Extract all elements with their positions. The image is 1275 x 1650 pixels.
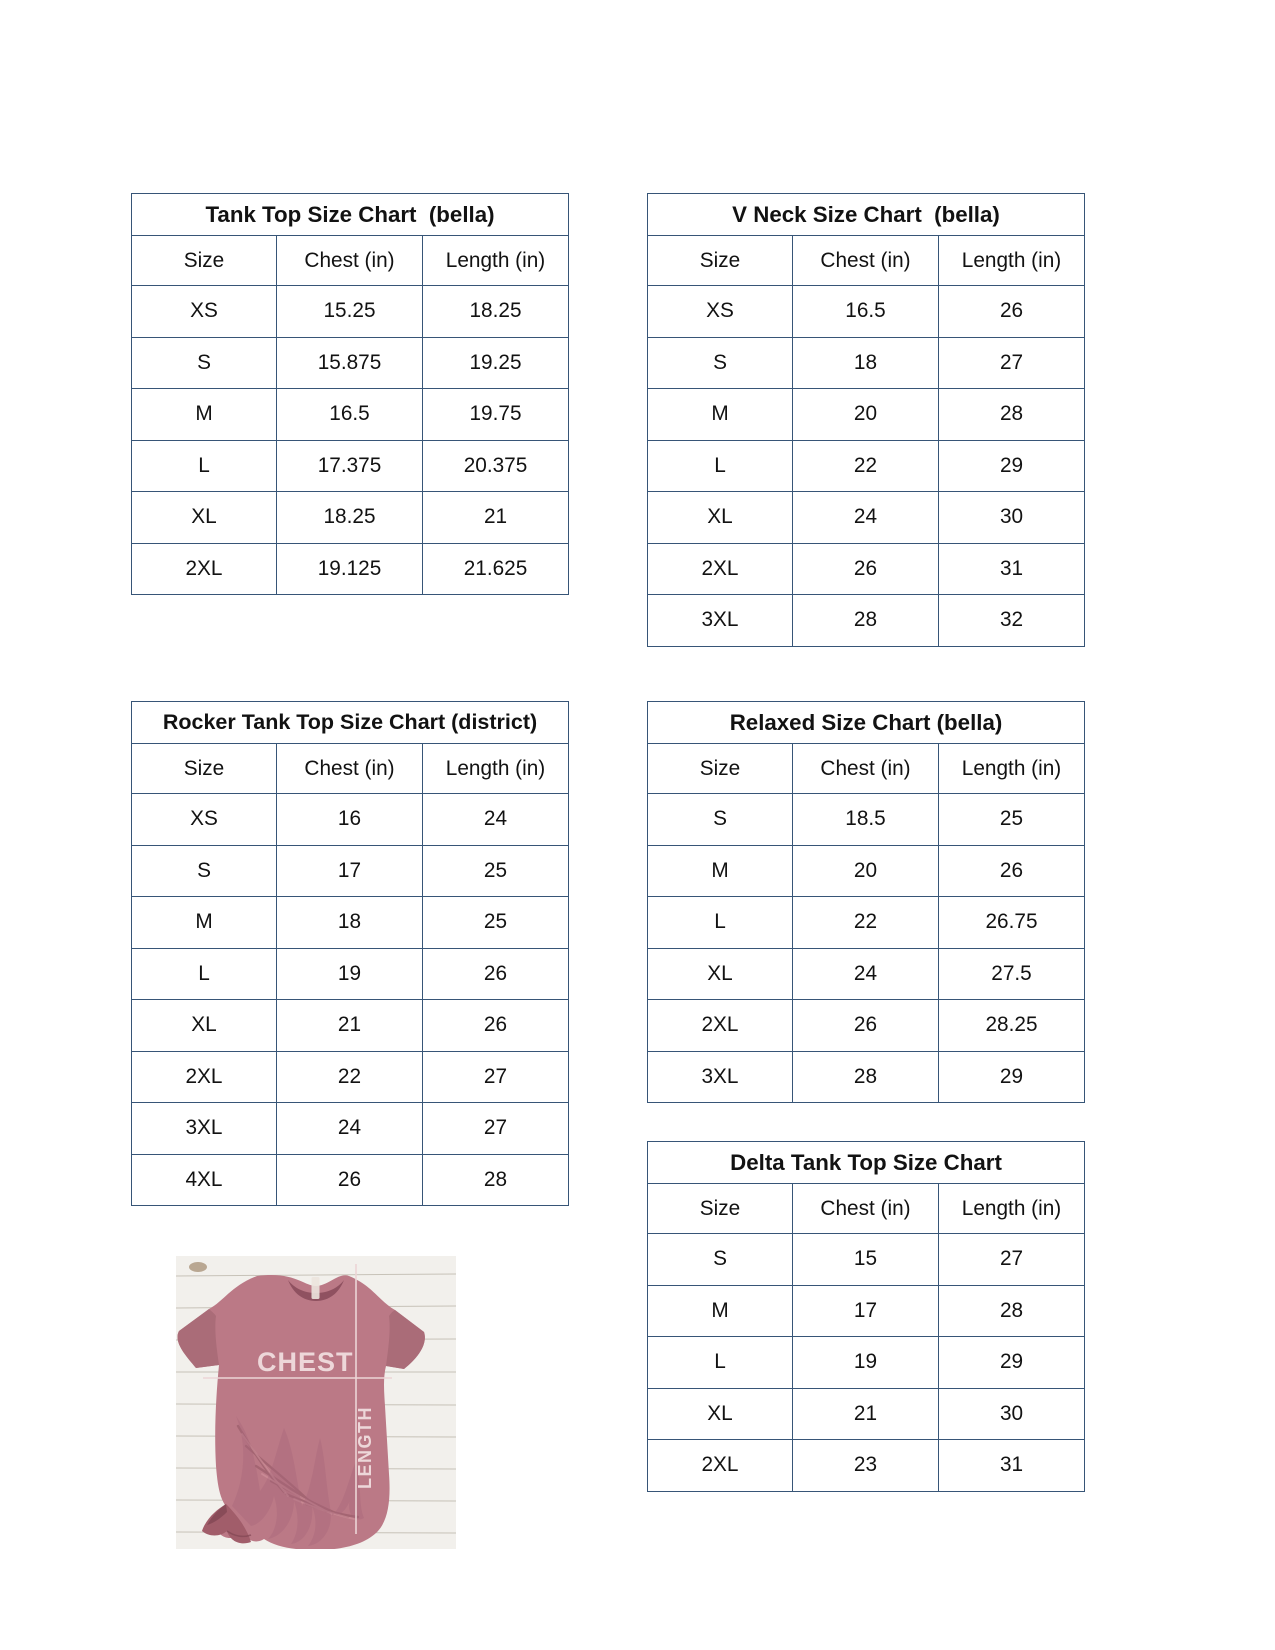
svg-text:CHEST: CHEST (257, 1347, 354, 1377)
svg-text:LENGTH: LENGTH (355, 1406, 375, 1489)
